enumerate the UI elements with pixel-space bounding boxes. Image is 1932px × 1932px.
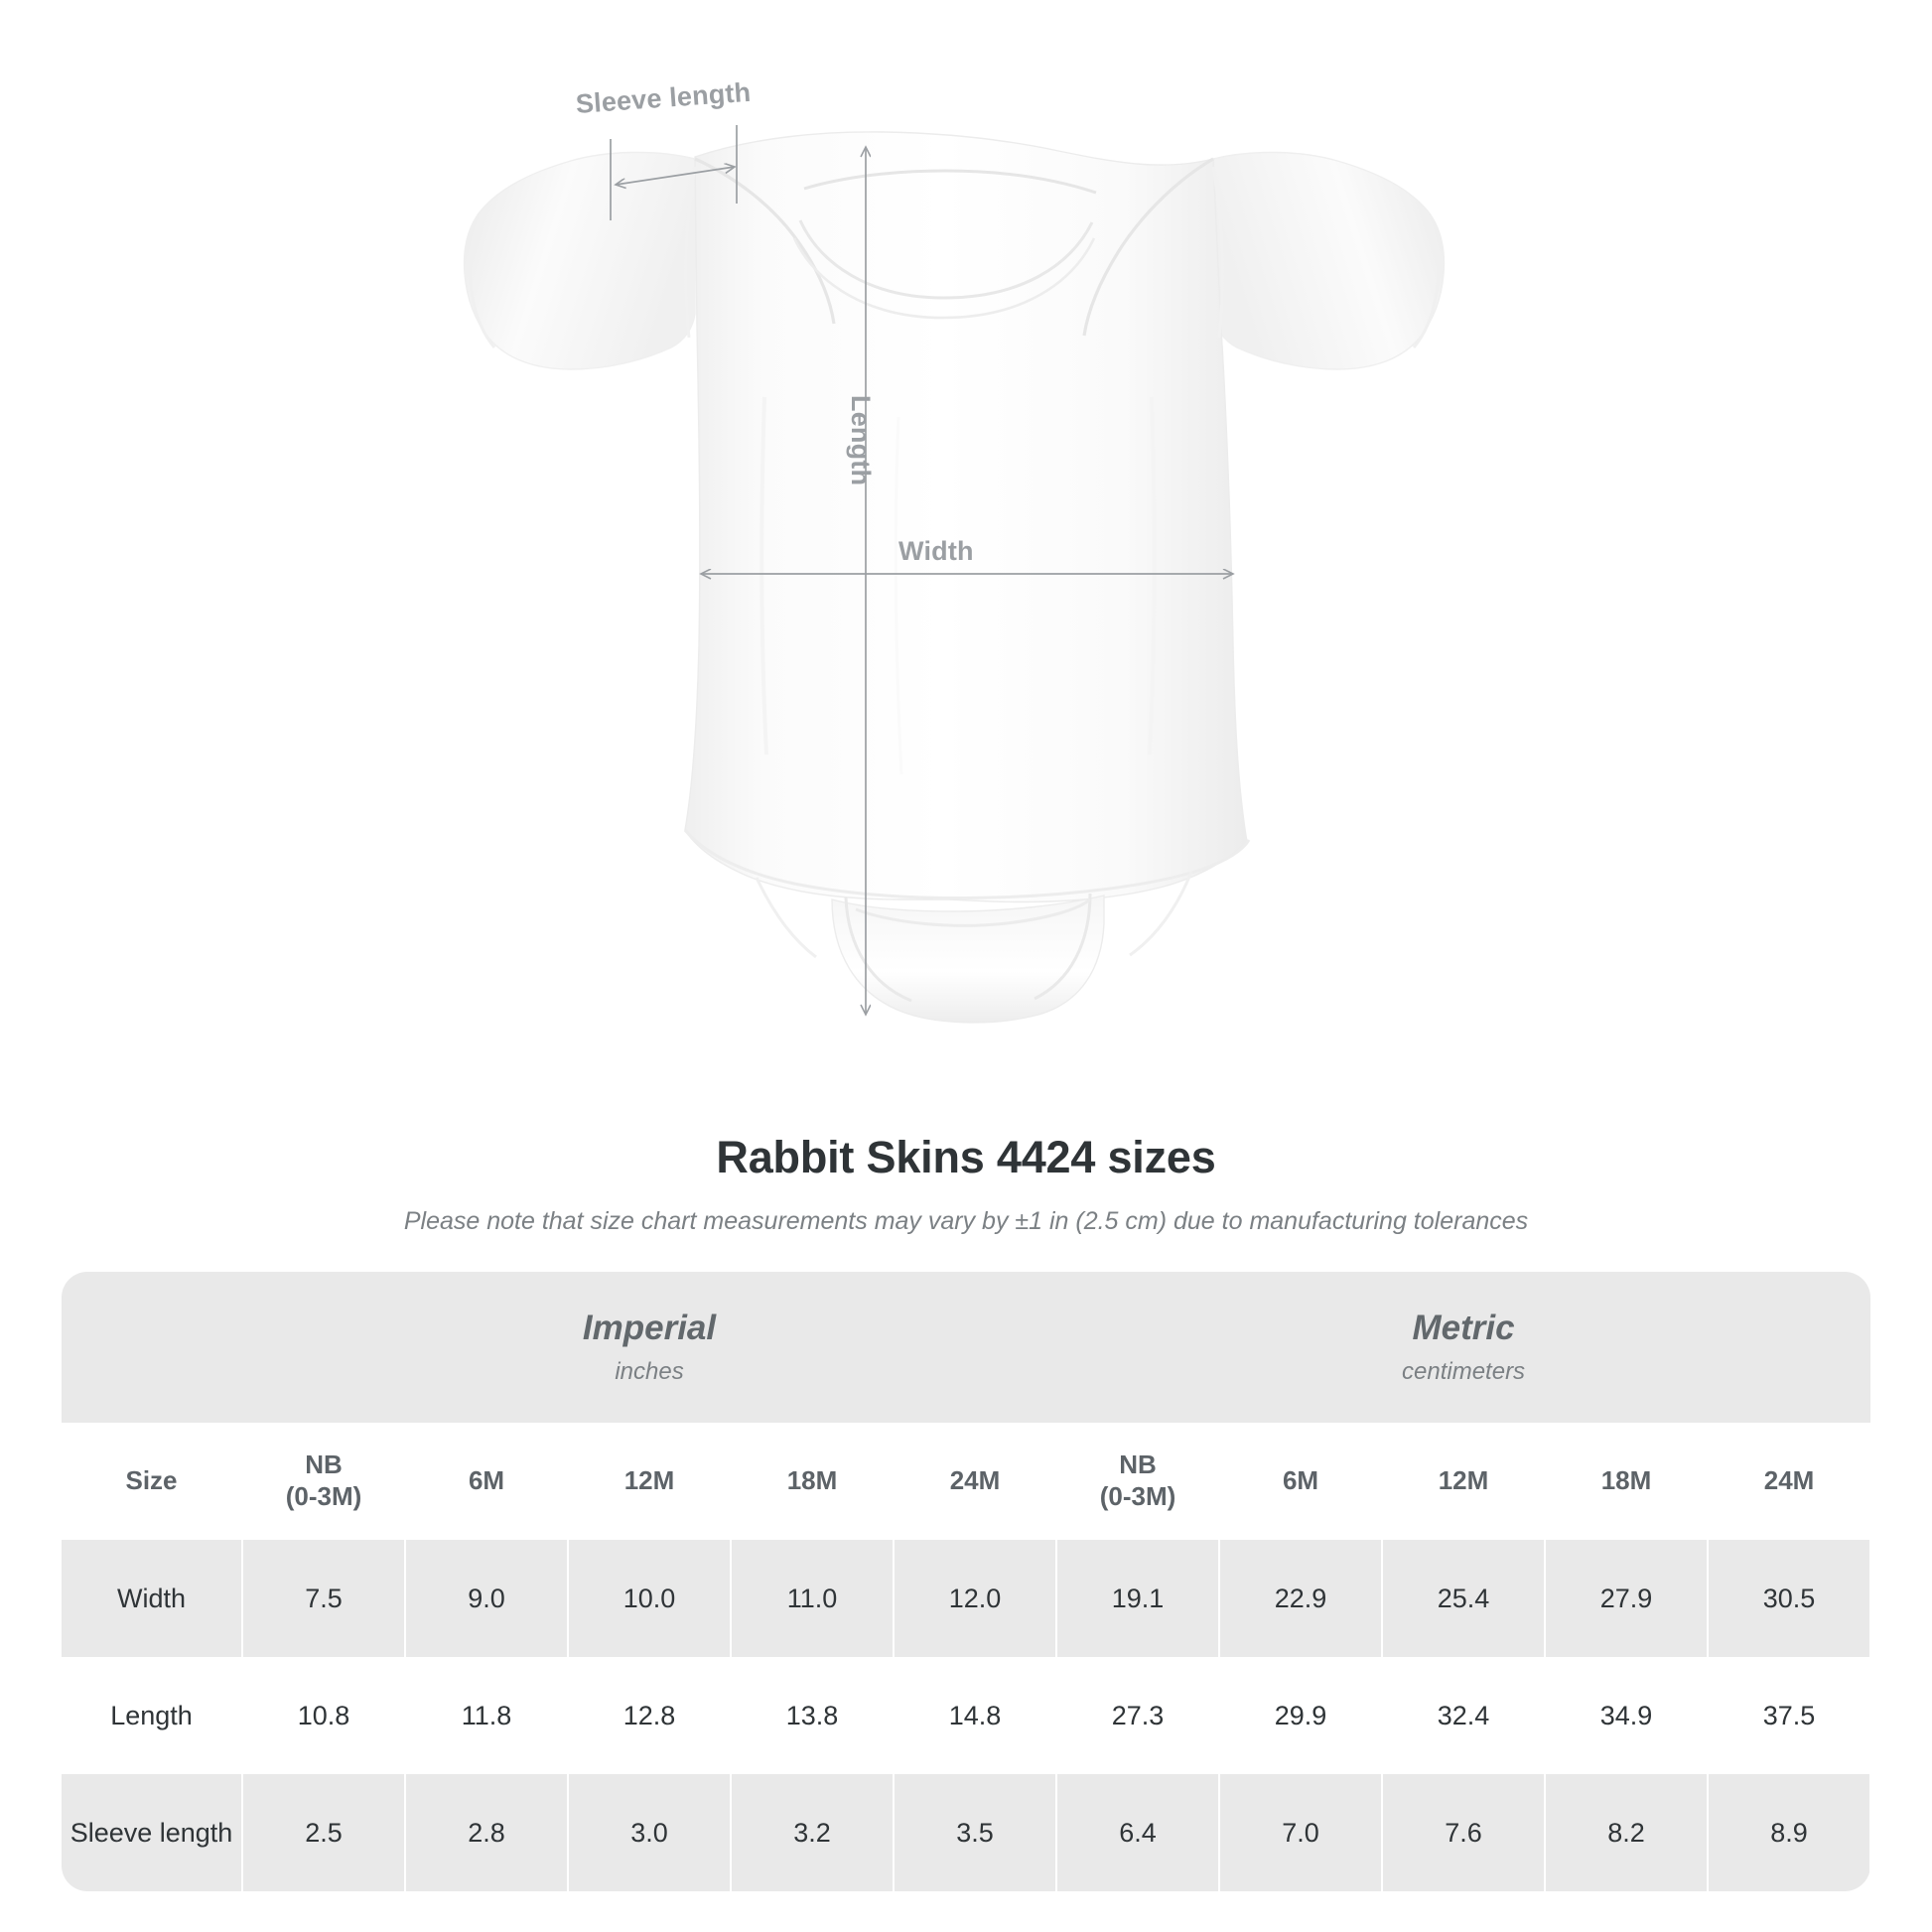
cell-sleeve-metric-12m: 7.6 xyxy=(1382,1774,1547,1891)
neck-opening xyxy=(798,219,1094,300)
unit-banner-spacer xyxy=(62,1272,242,1423)
neck-binding-inner xyxy=(792,237,1096,320)
cell-length-metric-24m: 37.5 xyxy=(1708,1657,1872,1774)
header-metric-24m: 24M xyxy=(1708,1423,1872,1540)
bodysuit-diagram xyxy=(463,125,1446,1024)
garment-illustration: Sleeve length Length Width xyxy=(463,77,1446,1024)
unit-name-metric: Metric xyxy=(1412,1308,1515,1347)
cell-length-imperial-nb: 10.8 xyxy=(242,1657,406,1774)
table-row: Sleeve length 2.5 2.8 3.0 3.2 3.5 6.4 7.… xyxy=(62,1774,1872,1891)
cell-sleeve-imperial-12m: 3.0 xyxy=(568,1774,732,1891)
row-label-sleeve-length: Sleeve length xyxy=(62,1774,243,1891)
header-imperial-6m: 6M xyxy=(405,1423,569,1540)
left-sleeve xyxy=(463,151,696,370)
cell-length-imperial-18m: 13.8 xyxy=(731,1657,895,1774)
title-block: Rabbit Skins 4424 sizes Please note that… xyxy=(0,1132,1932,1236)
width-label: Width xyxy=(898,536,974,566)
header-imperial-24m: 24M xyxy=(894,1423,1058,1540)
unit-sub-metric: centimeters xyxy=(1402,1358,1526,1386)
cell-sleeve-imperial-nb: 2.5 xyxy=(242,1774,406,1891)
cell-width-metric-18m: 27.9 xyxy=(1545,1540,1710,1657)
header-metric-12m: 12M xyxy=(1382,1423,1547,1540)
cell-length-metric-18m: 34.9 xyxy=(1545,1657,1710,1774)
row-label-width: Width xyxy=(62,1540,243,1657)
header-metric-6m: 6M xyxy=(1219,1423,1384,1540)
table-row: Width 7.5 9.0 10.0 11.0 12.0 19.1 22.9 2… xyxy=(62,1540,1872,1657)
cell-length-metric-nb: 27.3 xyxy=(1056,1657,1221,1774)
cell-length-metric-6m: 29.9 xyxy=(1219,1657,1384,1774)
unit-banner-metric: Metric centimeters xyxy=(1056,1272,1871,1423)
header-imperial-nb: NB (0-3M) xyxy=(242,1423,406,1540)
crotch-snap-flap xyxy=(831,895,1105,1024)
sleeve-length-dimension xyxy=(610,125,738,220)
cell-sleeve-imperial-24m: 3.5 xyxy=(894,1774,1058,1891)
cell-width-metric-nb: 19.1 xyxy=(1056,1540,1221,1657)
right-lap-shoulder-seam xyxy=(1082,157,1214,337)
cell-sleeve-imperial-18m: 3.2 xyxy=(731,1774,895,1891)
unit-banner-row: Imperial inches Metric centimeters xyxy=(62,1272,1871,1423)
left-leg-opening xyxy=(755,877,817,959)
cell-width-imperial-18m: 11.0 xyxy=(731,1540,895,1657)
cell-sleeve-metric-24m: 8.9 xyxy=(1708,1774,1872,1891)
right-leg-opening xyxy=(1129,871,1193,957)
tolerance-note: Please note that size chart measurements… xyxy=(403,1207,1529,1235)
cell-sleeve-imperial-6m: 2.8 xyxy=(405,1774,569,1891)
cell-width-imperial-6m: 9.0 xyxy=(405,1540,569,1657)
header-size-label: Size xyxy=(62,1423,243,1540)
bottom-hem-seam xyxy=(683,829,1251,899)
cell-length-imperial-6m: 11.8 xyxy=(405,1657,569,1774)
unit-name-imperial: Imperial xyxy=(582,1308,717,1347)
length-label: Length xyxy=(846,395,876,486)
size-table: Imperial inches Metric centimeters Size … xyxy=(62,1272,1872,1891)
header-imperial-12m: 12M xyxy=(568,1423,732,1540)
cell-width-metric-6m: 22.9 xyxy=(1219,1540,1384,1657)
cell-width-metric-24m: 30.5 xyxy=(1708,1540,1872,1657)
neck-binding-outer xyxy=(803,169,1097,195)
cell-sleeve-metric-nb: 6.4 xyxy=(1056,1774,1221,1891)
cell-sleeve-metric-18m: 8.2 xyxy=(1545,1774,1710,1891)
size-table-container: Imperial inches Metric centimeters Size … xyxy=(62,1272,1872,1891)
row-label-length: Length xyxy=(62,1657,243,1774)
cell-sleeve-metric-6m: 7.0 xyxy=(1219,1774,1384,1891)
right-sleeve xyxy=(1212,151,1446,370)
snap-placket xyxy=(855,897,1091,927)
page-title: Rabbit Skins 4424 sizes xyxy=(716,1132,1216,1182)
table-row: Length 10.8 11.8 12.8 13.8 14.8 27.3 29.… xyxy=(62,1657,1872,1774)
cell-length-imperial-24m: 14.8 xyxy=(894,1657,1058,1774)
cell-width-imperial-12m: 10.0 xyxy=(568,1540,732,1657)
cell-length-metric-12m: 32.4 xyxy=(1382,1657,1547,1774)
cell-length-imperial-12m: 12.8 xyxy=(568,1657,732,1774)
cell-width-imperial-24m: 12.0 xyxy=(894,1540,1058,1657)
cell-width-imperial-nb: 7.5 xyxy=(242,1540,406,1657)
header-metric-18m: 18M xyxy=(1545,1423,1710,1540)
header-imperial-18m: 18M xyxy=(731,1423,895,1540)
unit-sub-imperial: inches xyxy=(615,1358,684,1386)
cell-width-metric-12m: 25.4 xyxy=(1382,1540,1547,1657)
unit-banner-imperial: Imperial inches xyxy=(242,1272,1057,1423)
bodysuit-body xyxy=(684,131,1248,903)
size-header-row: Size NB (0-3M) 6M 12M 18M 24M NB (0-3M) 6M… xyxy=(62,1423,1872,1540)
header-metric-nb: NB (0-3M) xyxy=(1056,1423,1221,1540)
